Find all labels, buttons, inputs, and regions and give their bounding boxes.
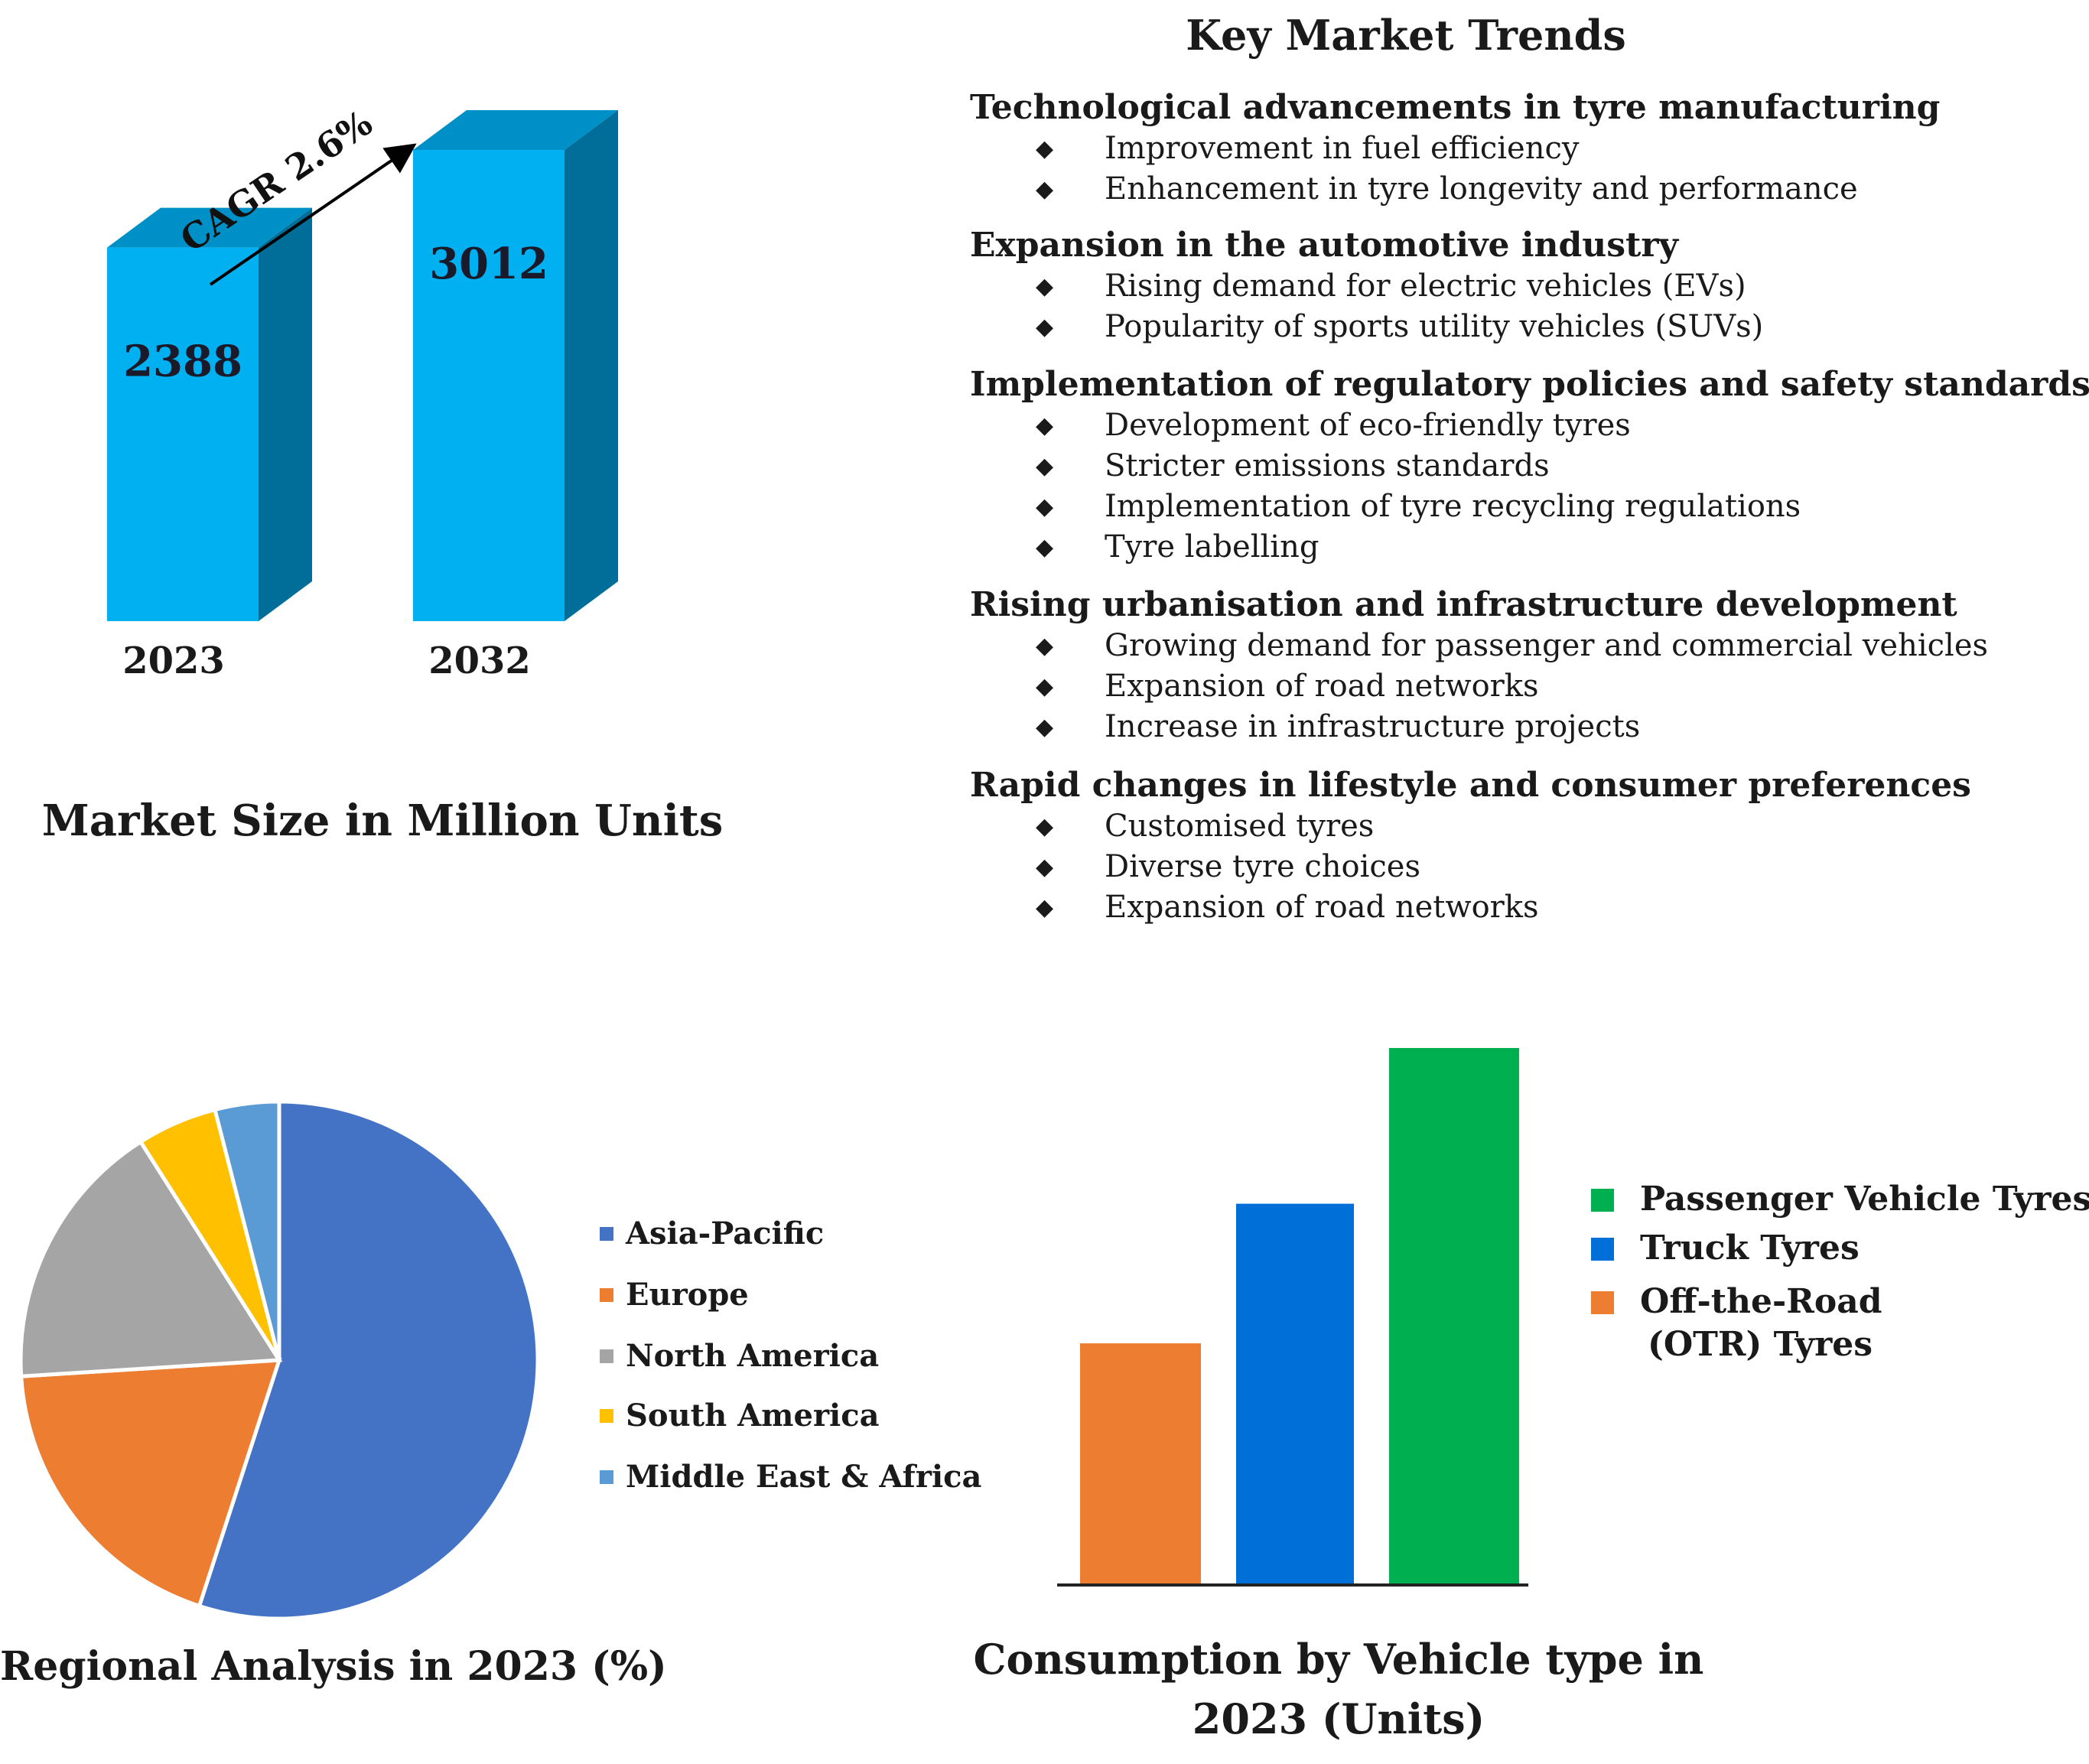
trend-heading: Technological advancements in tyre manuf… [970, 88, 1941, 127]
bar-top-face [413, 110, 618, 150]
x-tick-label: 2032 [428, 640, 531, 682]
legend-swatch [600, 1349, 613, 1363]
trend-bullet: ◆ Growing demand for passenger and commer… [970, 626, 2071, 666]
regional-legend: Asia-Pacific Europe North America South … [600, 1215, 982, 1521]
diamond-bullet-icon: ◆ [1036, 894, 1054, 921]
trend-bullet: ◆ Tyre labelling [970, 527, 2071, 568]
trend-heading: Expansion in the automotive industry [970, 226, 1679, 265]
diamond-bullet-icon: ◆ [1036, 673, 1054, 700]
bar-side-face [259, 207, 312, 621]
legend-label: Middle East & Africa [626, 1459, 982, 1495]
trend-heading: Rapid changes in lifestyle and consumer … [970, 766, 1971, 805]
diamond-bullet-icon: ◆ [1036, 813, 1054, 840]
bar-top-face [107, 207, 312, 248]
cagr-arrow [209, 143, 417, 286]
trend-bullet: ◆ Rising demand for electric vehicles (EV… [970, 266, 2071, 307]
regional-pie-chart [18, 1099, 540, 1621]
pie-slice-north-america [18, 1139, 283, 1378]
legend-label: Passenger Vehicle Tyres [1640, 1180, 2089, 1219]
trend-group-lifestyle: Rapid changes in lifestyle and consumer … [970, 765, 2071, 928]
legend-swatch [1591, 1238, 1614, 1261]
legend-label: Truck Tyres [1640, 1229, 1860, 1268]
diamond-bullet-icon: ◆ [1036, 314, 1054, 340]
trend-bullet: ◆ Implementation of tyre recycling regula… [970, 487, 2071, 527]
pie-slice-middle-east-africa [212, 1099, 281, 1361]
trend-group-urbanisation: Rising urbanisation and infrastructure d… [970, 584, 2071, 747]
diamond-bullet-icon: ◆ [1036, 534, 1054, 561]
diamond-bullet-icon: ◆ [1036, 412, 1054, 439]
trend-bullet: ◆ Expansion of road networks [970, 887, 2071, 928]
trend-bullet: ◆ Popularity of sports utility vehicles (… [970, 307, 2071, 347]
trend-bullet: ◆ Customised tyres [970, 806, 2071, 847]
trend-group-regulatory: Implementation of regulatory policies an… [970, 364, 2089, 568]
regional-caption: Regional Analysis in 2023 (%) [0, 1643, 667, 1690]
trend-bullet: ◆ Development of eco-friendly tyres [970, 405, 2071, 446]
diamond-bullet-icon: ◆ [1036, 135, 1054, 162]
diamond-bullet-icon: ◆ [1036, 854, 1054, 880]
legend-label: North America [626, 1338, 880, 1374]
trend-bullet: ◆ Expansion of road networks [970, 666, 2071, 707]
legend-swatch [600, 1470, 613, 1484]
trend-bullet: ◆ Diverse tyre choices [970, 847, 2071, 887]
bar-value-label: 3012 [429, 239, 548, 289]
consumption-caption: Consumption by Vehicle type in 2023 (Uni… [973, 1635, 1704, 1743]
trend-bullet: ◆ Stricter emissions standards [970, 446, 2071, 487]
x-tick-label: 2023 [122, 640, 225, 682]
consumption-bar-chart [1057, 1048, 1528, 1587]
consumption-bar [1236, 1203, 1354, 1585]
trends-title: Key Market Trends [1186, 11, 1626, 60]
legend-swatch [1591, 1189, 1614, 1212]
pie-slice-europe [19, 1358, 282, 1609]
trend-group-automotive: Expansion in the automotive industry ◆ Ri… [970, 225, 2071, 347]
bar-front-face [413, 150, 565, 621]
bar-side-face [565, 110, 618, 621]
legend-swatch [1591, 1291, 1614, 1314]
diamond-bullet-icon: ◆ [1036, 493, 1054, 520]
legend-label: Off-the-Road [1640, 1282, 1882, 1321]
vehicle-legend: Passenger Vehicle Tyres Truck Tyres Off-… [1591, 1178, 2089, 1377]
consumption-bar [1080, 1343, 1201, 1585]
legend-label: Europe [626, 1277, 749, 1313]
trend-heading: Rising urbanisation and infrastructure d… [970, 585, 1957, 624]
trend-group-technology: Technological advancements in tyre manuf… [970, 87, 2071, 210]
diamond-bullet-icon: ◆ [1036, 176, 1054, 203]
trend-bullet: ◆ Improvement in fuel efficiency [970, 129, 2071, 169]
trend-heading: Implementation of regulatory policies an… [970, 365, 2089, 404]
market-size-caption: Market Size in Million Units [41, 796, 724, 846]
legend-label-line2: (OTR) Tyres [1648, 1325, 1873, 1364]
legend-label: South America [626, 1398, 880, 1434]
diamond-bullet-icon: ◆ [1036, 453, 1054, 480]
diamond-bullet-icon: ◆ [1036, 714, 1054, 740]
trend-bullet: ◆ Enhancement in tyre longevity and perfo… [970, 169, 2071, 210]
diamond-bullet-icon: ◆ [1036, 273, 1054, 300]
legend-label: Asia-Pacific [626, 1216, 825, 1251]
bar-front-face [107, 247, 259, 621]
consumption-bar [1389, 1048, 1519, 1585]
trend-bullet: ◆ Increase in infrastructure projects [970, 707, 2071, 747]
legend-swatch [600, 1288, 613, 1302]
legend-swatch [600, 1227, 613, 1241]
legend-swatch [600, 1409, 613, 1423]
pie-slice-asia-pacific [197, 1099, 540, 1621]
diamond-bullet-icon: ◆ [1036, 633, 1054, 659]
bar-value-label: 2388 [123, 337, 242, 387]
